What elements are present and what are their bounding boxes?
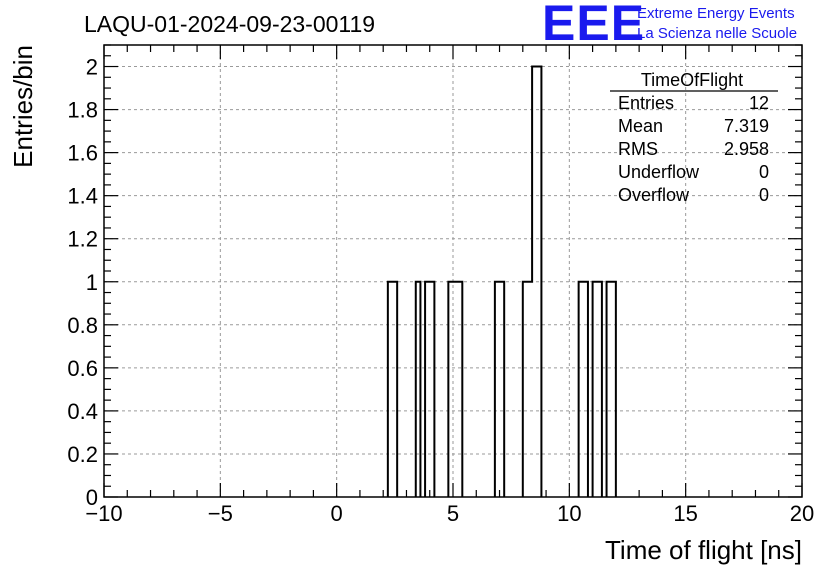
histogram-layer [386, 65, 617, 497]
stats-row-label: Overflow [618, 185, 690, 205]
y-tick-label: 0.4 [67, 399, 98, 424]
x-tick-label: 15 [673, 501, 697, 526]
x-tick-label: −5 [208, 501, 233, 526]
stats-row-label: Underflow [618, 162, 700, 182]
y-tick-label: 1.6 [67, 141, 98, 166]
y-tick-label: 0.6 [67, 356, 98, 381]
y-tick-label: 2 [86, 55, 98, 80]
eee-logo: EEE Extreme Energy Events La Scienza nel… [542, 0, 797, 51]
histogram-bin [523, 282, 532, 497]
stats-row-value: 2.958 [724, 139, 769, 159]
x-tick-label: 10 [557, 501, 581, 526]
histogram-bin [607, 282, 616, 497]
stats-row-label: RMS [618, 139, 658, 159]
x-tick-label: 5 [447, 501, 459, 526]
stats-row-label: Entries [618, 93, 674, 113]
x-tick-label: 0 [331, 501, 343, 526]
x-tick-label: −10 [85, 501, 122, 526]
histogram-bin [388, 282, 397, 497]
eee-logo-line1: Extreme Energy Events [637, 5, 795, 22]
histogram-bin [425, 282, 434, 497]
y-tick-label: 1.4 [67, 184, 98, 209]
tick-layer [103, 44, 803, 498]
tick-label-layer: −10 −5 0 5 10 15 20 0 0.2 0.4 0.6 0.8 1 1.2 1.4 1.6 1.8 2 [67, 55, 814, 526]
y-tick-label: 0 [86, 485, 98, 510]
stats-row-value: 12 [749, 93, 769, 113]
stats-row-value: 7.319 [724, 116, 769, 136]
stats-title: TimeOfFlight [641, 70, 743, 90]
stats-row-value: 0 [759, 162, 769, 182]
y-tick-label: 0.8 [67, 313, 98, 338]
eee-logo-line2: La Scienza nelle Scuole [637, 25, 797, 42]
stats-box: TimeOfFlight Entries 12 Mean 7.319 RMS 2.958 U… [610, 70, 778, 205]
y-tick-label: 1.8 [67, 98, 98, 123]
y-tick-label: 1 [86, 270, 98, 295]
stats-rows: Entries 12 Mean 7.319 RMS 2.958 Underflow 0 Over… [618, 93, 769, 205]
stats-row-value: 0 [759, 185, 769, 205]
stats-row-label: Mean [618, 116, 663, 136]
y-axis-label: Entries/bin [8, 45, 38, 168]
histogram-outline [386, 65, 617, 497]
x-axis-label: Time of flight [ns] [605, 535, 802, 565]
eee-logo-mark: EEE [542, 0, 645, 51]
histogram-bin [495, 282, 504, 497]
y-tick-label: 1.2 [67, 227, 98, 252]
chart-title: LAQU-01-2024-09-23-00119 [84, 11, 375, 37]
grid-layer [104, 45, 802, 497]
histogram-bin [579, 282, 588, 497]
histogram-bin [593, 282, 602, 497]
y-tick-label: 0.2 [67, 442, 98, 467]
x-tick-label: 20 [790, 501, 814, 526]
histogram-bin [448, 282, 462, 497]
plot-frame [103, 44, 803, 498]
